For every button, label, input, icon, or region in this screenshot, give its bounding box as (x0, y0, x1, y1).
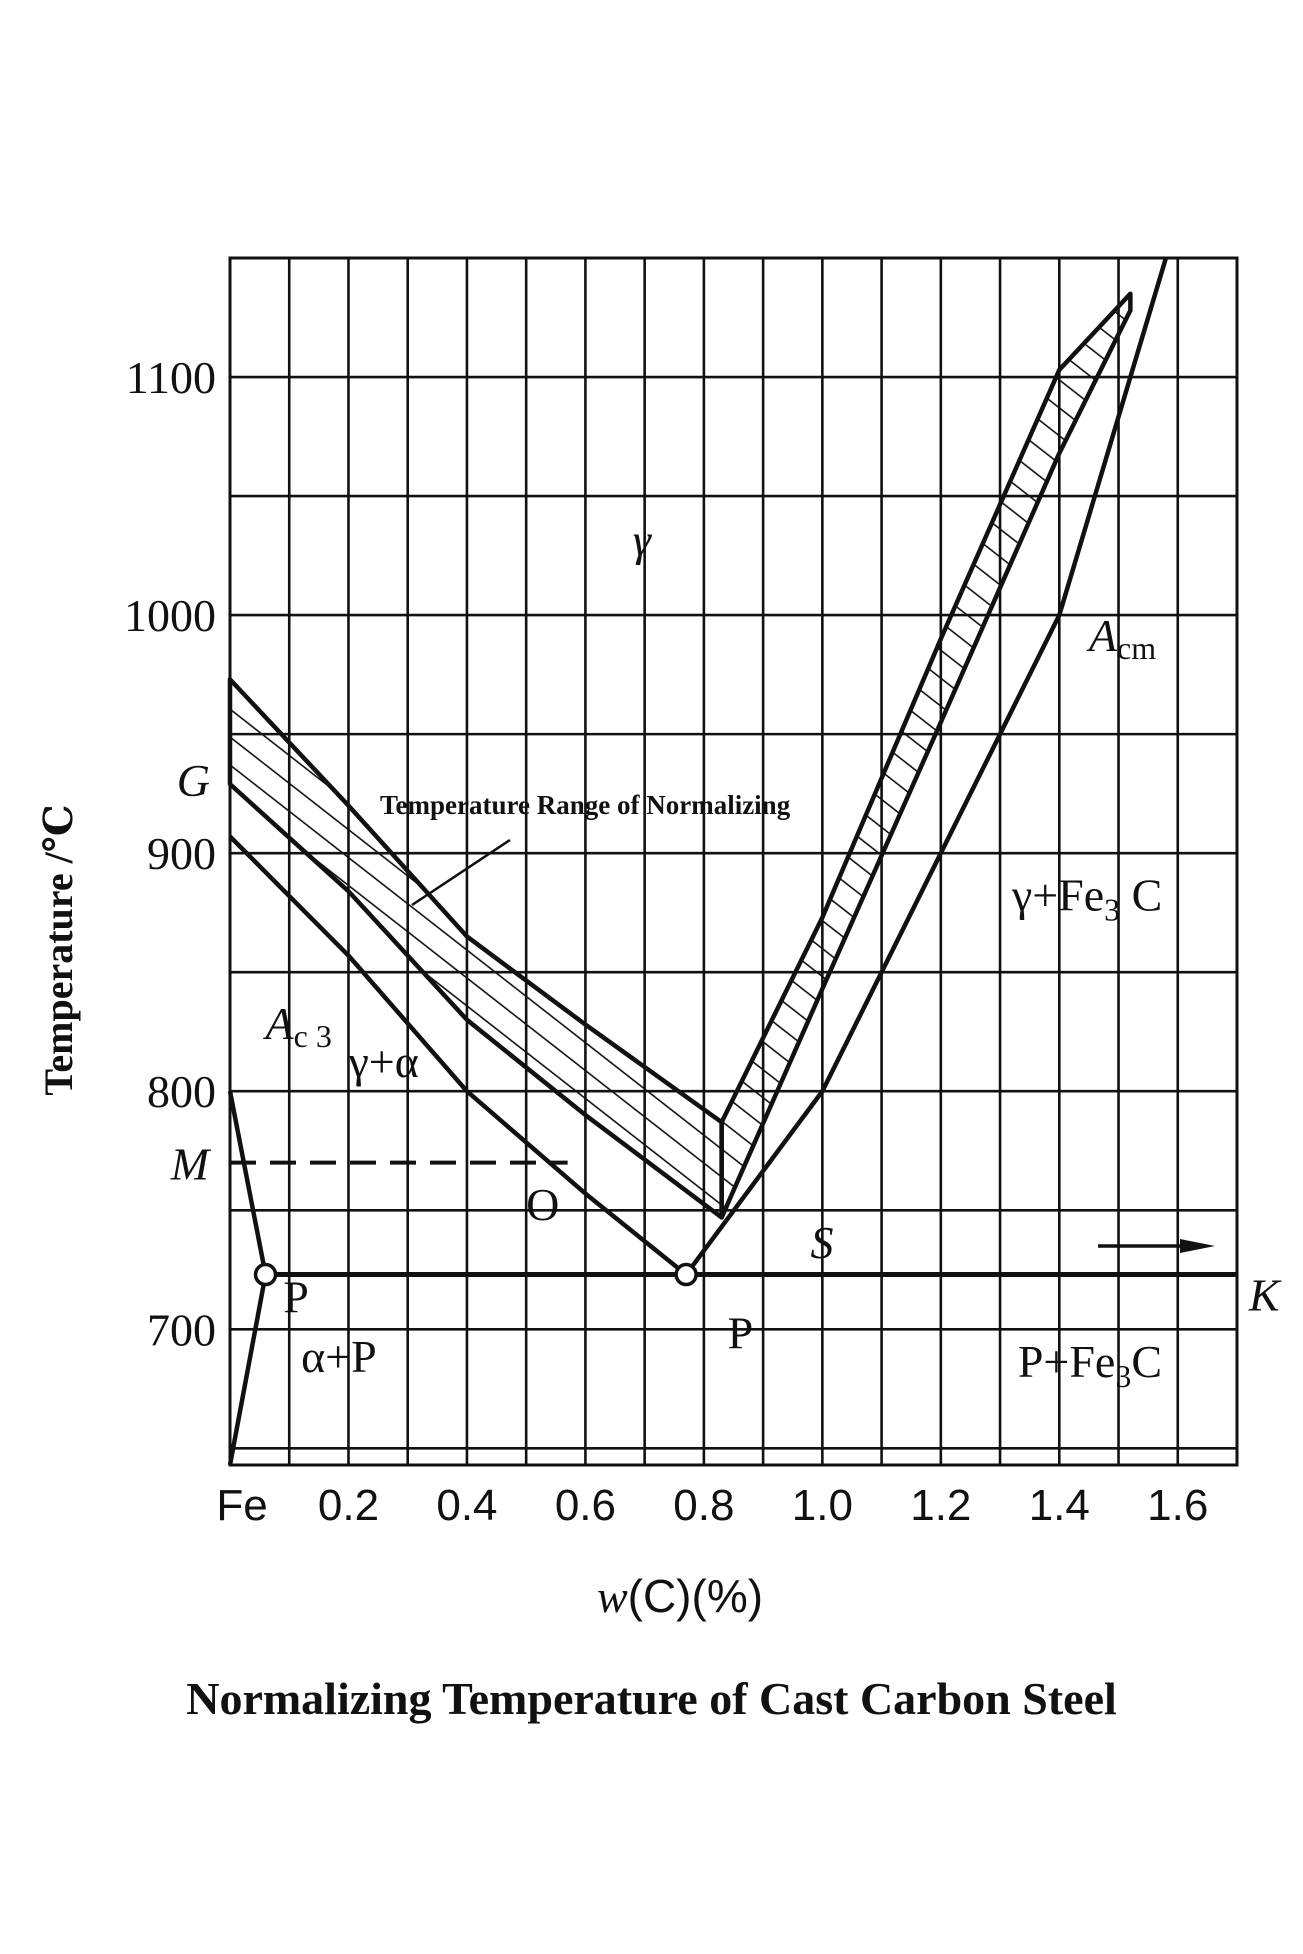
series-line-acm (684, 257, 1169, 1276)
normalizing-range-label: Temperature Range of Normalizing (380, 790, 791, 820)
x-tick-label: 1.6 (1147, 1481, 1208, 1530)
point-marker (253, 1262, 278, 1287)
annotation-label: γ (633, 515, 653, 566)
annotation-label: Ac 3 (263, 998, 332, 1054)
annotation-label: α+P (301, 1331, 377, 1382)
normalizing-leader-line (411, 838, 511, 907)
x-tick-label: 0.6 (555, 1481, 616, 1530)
series-line-gp (227, 1090, 268, 1275)
normalizing-band-right (719, 291, 1133, 1220)
series-line-ac3 (228, 834, 688, 1277)
y-tick-label: 1000 (124, 590, 216, 641)
point-marker (674, 1262, 698, 1287)
normalizing-band-left (227, 677, 724, 1220)
axis-ticks: Fe 0.2 0.4 0.6 0.8 1.0 1.2 1.4 1.6 700 800 900 1000 1… (124, 352, 1208, 1530)
series-line-pq (227, 1274, 268, 1466)
page-title: Normalizing Temperature of Cast Carbon S… (186, 1673, 1117, 1724)
x-tick-label: 0.2 (318, 1481, 379, 1530)
x-tick-label: 1.4 (1029, 1481, 1090, 1530)
annotation-label: S (811, 1217, 834, 1268)
x-tick-label: 1.2 (910, 1481, 971, 1530)
x-tick-label: Fe (216, 1481, 267, 1530)
annotation-label: G (177, 755, 210, 806)
annotation-label: Acm (1086, 610, 1156, 666)
normalizing-bands (227, 291, 1133, 1220)
y-tick-label: 800 (147, 1066, 216, 1117)
x-axis-title-w: w (597, 1571, 628, 1622)
annotation-label: γ+α (347, 1036, 418, 1087)
annotation-label: P (283, 1272, 309, 1323)
annotation-label: P (728, 1307, 754, 1358)
plot-frame (228, 256, 1239, 1467)
y-tick-label: 700 (147, 1304, 216, 1355)
x-tick-label: 0.4 (436, 1481, 497, 1530)
annotations: γ Acm γ+Fe3 C Ac 3 γ+α O S P Pα+P P+Fe3C G M K (170, 515, 1282, 1394)
y-axis-title: Temperature /℃ (36, 804, 81, 1095)
x-axis-title-rest: (C)(%) (628, 1570, 763, 1622)
y-tick-label: 900 (147, 828, 216, 879)
arrow-head (1180, 1238, 1215, 1253)
annotation-label: γ+Fe3 C (1011, 869, 1162, 927)
annotation-label: P+Fe3C (1018, 1336, 1162, 1394)
y-tick-label: 1100 (126, 352, 216, 403)
annotation-label: O (526, 1179, 559, 1230)
x-tick-label: 0.8 (673, 1481, 734, 1530)
grid (228, 256, 1239, 1467)
annotation-label: M (170, 1138, 212, 1189)
x-axis-title: w(C)(%) (597, 1570, 763, 1622)
x-tick-label: 1.0 (792, 1481, 853, 1530)
phase-lines (227, 257, 1237, 1466)
annotation-label: K (1248, 1269, 1282, 1320)
